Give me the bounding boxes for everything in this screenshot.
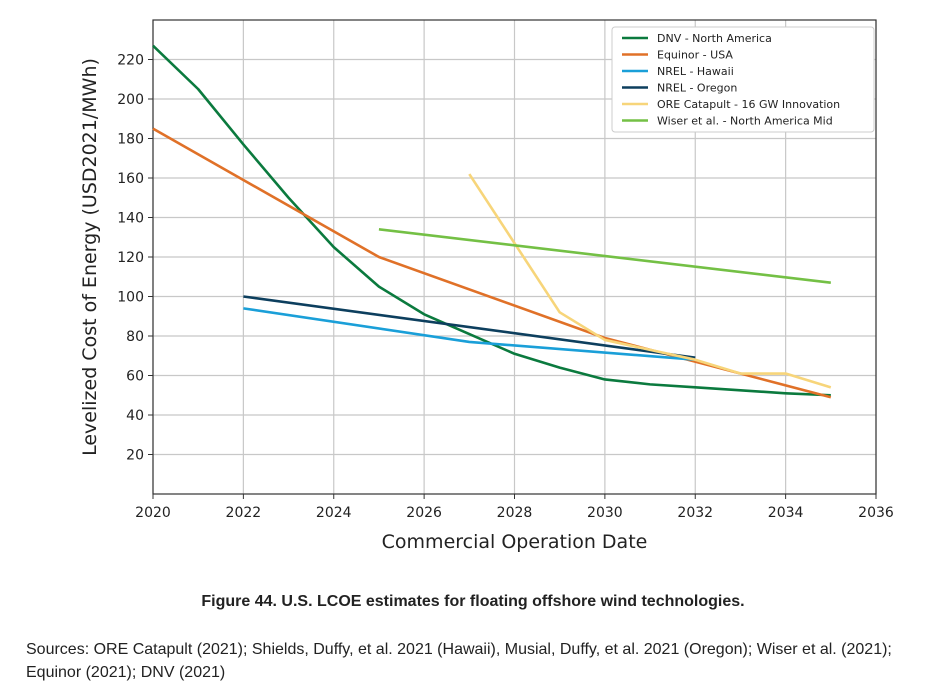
legend-entry: Wiser et al. - North America Mid: [657, 115, 833, 128]
y-tick-label: 180: [117, 132, 144, 148]
lcoe-chart: 2020 2022 2024 2026 2028 2030 2032 2034 2036 20 40…: [79, 19, 894, 553]
y-tick-label: 200: [117, 92, 144, 108]
figure-sources: Sources: ORE Catapult (2021); Shields, D…: [26, 641, 892, 681]
x-tick-label: 2032: [677, 505, 713, 521]
x-tick-label: 2034: [768, 505, 804, 521]
plot-frame: [152, 19, 877, 495]
y-tick-label: 160: [117, 171, 144, 187]
y-tick-label: 20: [126, 448, 144, 464]
x-tick-label: 2020: [135, 505, 171, 521]
series-line: [152, 127, 832, 399]
series-line: [243, 307, 696, 361]
legend-entry: DNV - North America: [657, 32, 772, 45]
x-tick-label: 2022: [226, 505, 262, 521]
legend: [611, 26, 875, 133]
x-axis-label: Commercial Operation Date: [382, 531, 648, 553]
y-tick-label: 80: [126, 329, 144, 345]
y-tick-label: 120: [117, 250, 144, 266]
x-tick-label: 2036: [858, 505, 894, 521]
series-line: [468, 173, 832, 389]
y-tick-label: 60: [126, 369, 144, 385]
y-tick-label: 100: [117, 290, 144, 306]
x-tick-label: 2028: [497, 505, 533, 521]
x-tick-label: 2030: [587, 505, 623, 521]
x-tick-label: 2024: [316, 505, 352, 521]
legend-entry: ORE Catapult - 16 GW Innovation: [657, 98, 840, 111]
legend-entry: NREL - Hawaii: [657, 65, 734, 78]
figure-caption: Figure 44. U.S. LCOE estimates for float…: [201, 593, 745, 610]
y-tick-label: 40: [126, 408, 144, 424]
x-tick-label: 2026: [406, 505, 442, 521]
legend-entry: NREL - Oregon: [657, 82, 737, 95]
y-tick-label: 140: [117, 211, 144, 227]
y-tick-label: 220: [117, 53, 144, 69]
series-line: [243, 295, 696, 360]
series-line: [378, 228, 831, 284]
legend-entry: Equinor - USA: [657, 49, 733, 62]
y-axis-label: Levelized Cost of Energy (USD2021/MWh): [79, 58, 101, 456]
